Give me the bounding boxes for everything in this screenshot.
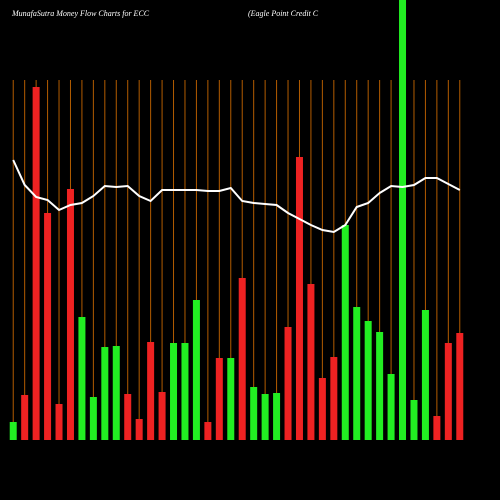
bar <box>135 419 143 440</box>
bar <box>261 394 269 440</box>
bar <box>250 387 258 440</box>
bar <box>330 357 338 440</box>
chart-subtitle: (Eagle Point Credit C <box>248 9 319 18</box>
bar <box>273 393 281 440</box>
bar <box>124 394 132 440</box>
bar <box>353 307 361 440</box>
bar <box>215 358 223 440</box>
bar <box>341 225 349 440</box>
bar <box>295 157 303 440</box>
bar <box>101 347 109 440</box>
bar <box>399 0 407 440</box>
chart-title: MunafaSutra Money Flow Charts for ECC <box>11 9 150 18</box>
bar <box>238 278 246 440</box>
bar <box>181 343 189 440</box>
bar <box>66 189 74 440</box>
bar <box>89 397 97 440</box>
bar <box>433 416 441 440</box>
bar <box>44 213 52 440</box>
bar <box>170 343 178 440</box>
bar <box>158 392 166 440</box>
bar <box>284 327 292 440</box>
bar <box>192 300 200 440</box>
bar <box>147 342 155 440</box>
bar <box>32 87 40 440</box>
bar <box>421 310 429 440</box>
bar <box>204 422 212 440</box>
bar <box>9 422 17 440</box>
bar <box>364 321 372 440</box>
bar <box>112 346 120 440</box>
bar <box>387 374 395 440</box>
bar <box>55 404 63 440</box>
bar <box>21 395 29 440</box>
money-flow-line <box>12 159 461 234</box>
bar <box>227 358 235 440</box>
bar <box>78 317 86 440</box>
bar <box>307 284 315 440</box>
bar <box>410 400 418 440</box>
bar <box>318 378 326 440</box>
bar <box>456 333 464 440</box>
bar <box>444 343 452 440</box>
bar <box>376 332 384 440</box>
